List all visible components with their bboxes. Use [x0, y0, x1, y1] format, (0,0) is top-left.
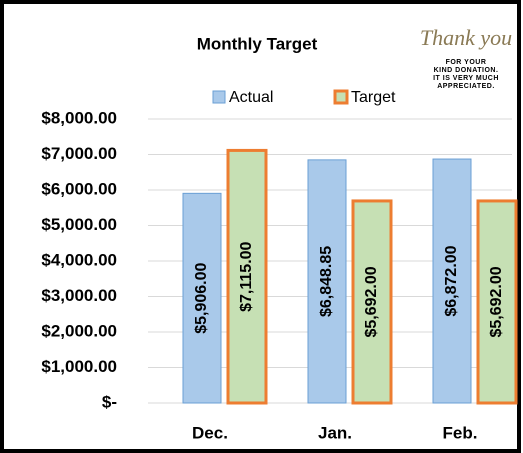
stamp-line: IT IS VERY MUCH [433, 75, 499, 82]
y-tick-label: $5,000.00 [41, 215, 117, 234]
legend-label: Target [351, 89, 396, 106]
y-tick-label: $6,000.00 [41, 179, 117, 198]
value-label: $5,692.00 [363, 266, 380, 337]
value-label: $6,848.85 [318, 246, 335, 317]
value-label: $7,115.00 [238, 241, 255, 311]
value-label: $5,692.00 [488, 266, 505, 337]
y-tick-label: $4,000.00 [41, 250, 117, 269]
y-tick-label: $8,000.00 [41, 108, 117, 127]
value-label: $6,872.00 [443, 245, 460, 316]
y-tick-label: $1,000.00 [41, 357, 117, 376]
y-tick-label: $3,000.00 [41, 286, 117, 305]
value-label: $5,906.00 [193, 262, 210, 333]
legend-label: Actual [229, 89, 273, 106]
legend-swatch [335, 91, 347, 103]
stamp-line: FOR YOUR [446, 59, 487, 66]
stamp-line: APPRECIATED. [437, 83, 495, 90]
chart-title: Monthly Target [197, 34, 318, 53]
x-tick-label: Dec. [192, 423, 228, 442]
chart: Monthly Target Thank you FOR YOURKIND DO… [0, 0, 523, 453]
y-tick-label: $2,000.00 [41, 321, 117, 340]
stamp-title: Thank you [420, 25, 512, 50]
x-tick-label: Feb. [443, 423, 478, 442]
y-tick-label: $- [102, 392, 117, 411]
y-tick-label: $7,000.00 [41, 144, 117, 163]
legend-swatch [213, 91, 225, 103]
stamp-line: KIND DONATION. [434, 67, 499, 74]
x-tick-label: Jan. [318, 423, 352, 442]
